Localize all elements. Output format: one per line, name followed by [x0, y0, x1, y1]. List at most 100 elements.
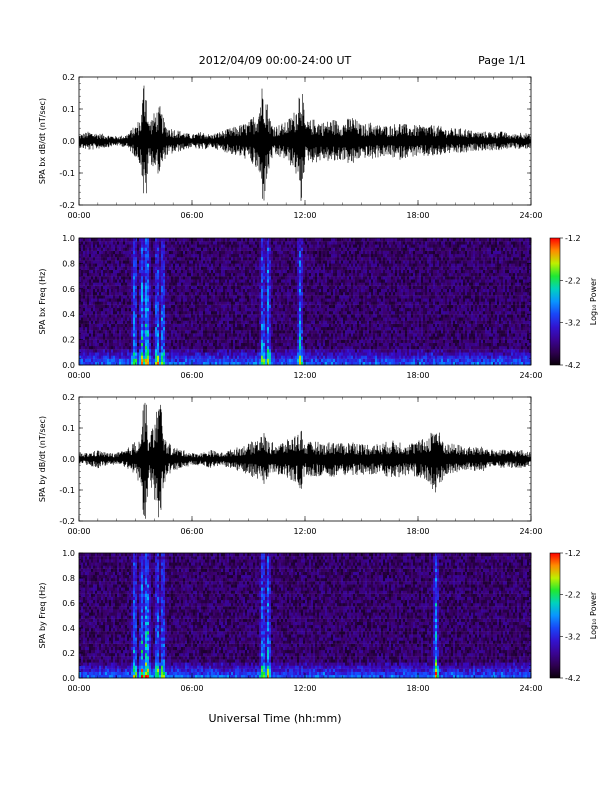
heatmap-cell — [177, 352, 179, 355]
heatmap-cell — [153, 311, 155, 314]
heatmap-cell — [139, 317, 141, 320]
heatmap-cell — [111, 292, 113, 295]
heatmap-cell — [317, 286, 319, 289]
heatmap-cell — [283, 292, 285, 295]
heatmap-cell — [273, 340, 275, 343]
heatmap-cell — [111, 279, 113, 282]
heatmap-cell — [151, 336, 153, 339]
heatmap-cell — [165, 359, 167, 362]
heatmap-cell — [111, 324, 113, 327]
heatmap-cell — [141, 270, 143, 273]
heatmap-cell — [145, 343, 147, 346]
heatmap-cell — [121, 241, 123, 244]
heatmap-cell — [267, 305, 269, 308]
heatmap-cell — [93, 349, 95, 352]
heatmap-cell — [187, 238, 189, 241]
heatmap-cell — [313, 286, 315, 289]
heatmap-cell — [201, 302, 203, 305]
heatmap-cell — [317, 311, 319, 314]
heatmap-cell — [217, 238, 219, 241]
heatmap-cell — [307, 241, 309, 244]
heatmap-cell — [181, 298, 183, 301]
heatmap-cell — [131, 282, 133, 285]
heatmap-cell — [81, 311, 83, 314]
heatmap-cell — [201, 254, 203, 257]
heatmap-cell — [157, 305, 159, 308]
heatmap-cell — [225, 298, 227, 301]
heatmap-cell — [261, 305, 263, 308]
heatmap-cell — [167, 298, 169, 301]
heatmap-cell — [259, 305, 261, 308]
heatmap-cell — [319, 270, 321, 273]
heatmap-cell — [105, 305, 107, 308]
heatmap-cell — [187, 279, 189, 282]
heatmap-cell — [269, 286, 271, 289]
heatmap-cell — [107, 330, 109, 333]
heatmap-cell — [301, 292, 303, 295]
heatmap-cell — [241, 238, 243, 241]
heatmap-cell — [179, 260, 181, 263]
heatmap-cell — [321, 311, 323, 314]
heatmap-cell — [95, 248, 97, 251]
heatmap-cell — [223, 343, 225, 346]
heatmap-cell — [119, 276, 121, 279]
heatmap-cell — [161, 340, 163, 343]
heatmap-cell — [193, 263, 195, 266]
heatmap-cell — [115, 267, 117, 270]
heatmap-cell — [155, 355, 157, 358]
heatmap-cell — [269, 295, 271, 298]
heatmap-cell — [247, 314, 249, 317]
heatmap-cell — [141, 327, 143, 330]
heatmap-cell — [221, 257, 223, 260]
heatmap-cell — [285, 343, 287, 346]
heatmap-cell — [149, 330, 151, 333]
heatmap-cell — [245, 346, 247, 349]
heatmap-cell — [141, 251, 143, 254]
heatmap-cell — [119, 349, 121, 352]
heatmap-cell — [199, 359, 201, 362]
heatmap-cell — [181, 343, 183, 346]
heatmap-cell — [311, 324, 313, 327]
heatmap-cell — [291, 254, 293, 257]
heatmap-cell — [81, 282, 83, 285]
heatmap-cell — [245, 248, 247, 251]
heatmap-cell — [83, 324, 85, 327]
heatmap-cell — [285, 346, 287, 349]
heatmap-cell — [169, 286, 171, 289]
heatmap-cell — [211, 349, 213, 352]
heatmap-cell — [191, 355, 193, 358]
heatmap-cell — [109, 257, 111, 260]
heatmap-cell — [179, 254, 181, 257]
heatmap-cell — [185, 270, 187, 273]
heatmap-cell — [287, 302, 289, 305]
heatmap-cell — [227, 273, 229, 276]
heatmap-cell — [271, 276, 273, 279]
heatmap-cell — [101, 346, 103, 349]
heatmap-cell — [321, 327, 323, 330]
heatmap-cell — [95, 308, 97, 311]
heatmap-cell — [97, 254, 99, 257]
heatmap-cell — [301, 279, 303, 282]
heatmap-cell — [173, 308, 175, 311]
heatmap-cell — [281, 355, 283, 358]
heatmap-cell — [215, 254, 217, 257]
heatmap-cell — [261, 330, 263, 333]
heatmap-cell — [147, 343, 149, 346]
heatmap-cell — [99, 327, 101, 330]
heatmap-cell — [117, 263, 119, 266]
heatmap-cell — [293, 298, 295, 301]
heatmap-cell — [171, 257, 173, 260]
heatmap-cell — [311, 317, 313, 320]
heatmap-cell — [101, 292, 103, 295]
heatmap-cell — [209, 327, 211, 330]
heatmap-cell — [199, 336, 201, 339]
heatmap-cell — [95, 333, 97, 336]
heatmap-cell — [123, 336, 125, 339]
heatmap-cell — [187, 355, 189, 358]
heatmap-cell — [147, 336, 149, 339]
heatmap-cell — [101, 321, 103, 324]
heatmap-cell — [301, 314, 303, 317]
heatmap-cell — [311, 273, 313, 276]
heatmap-cell — [287, 295, 289, 298]
y-tick-label: 0.0 — [62, 137, 75, 146]
